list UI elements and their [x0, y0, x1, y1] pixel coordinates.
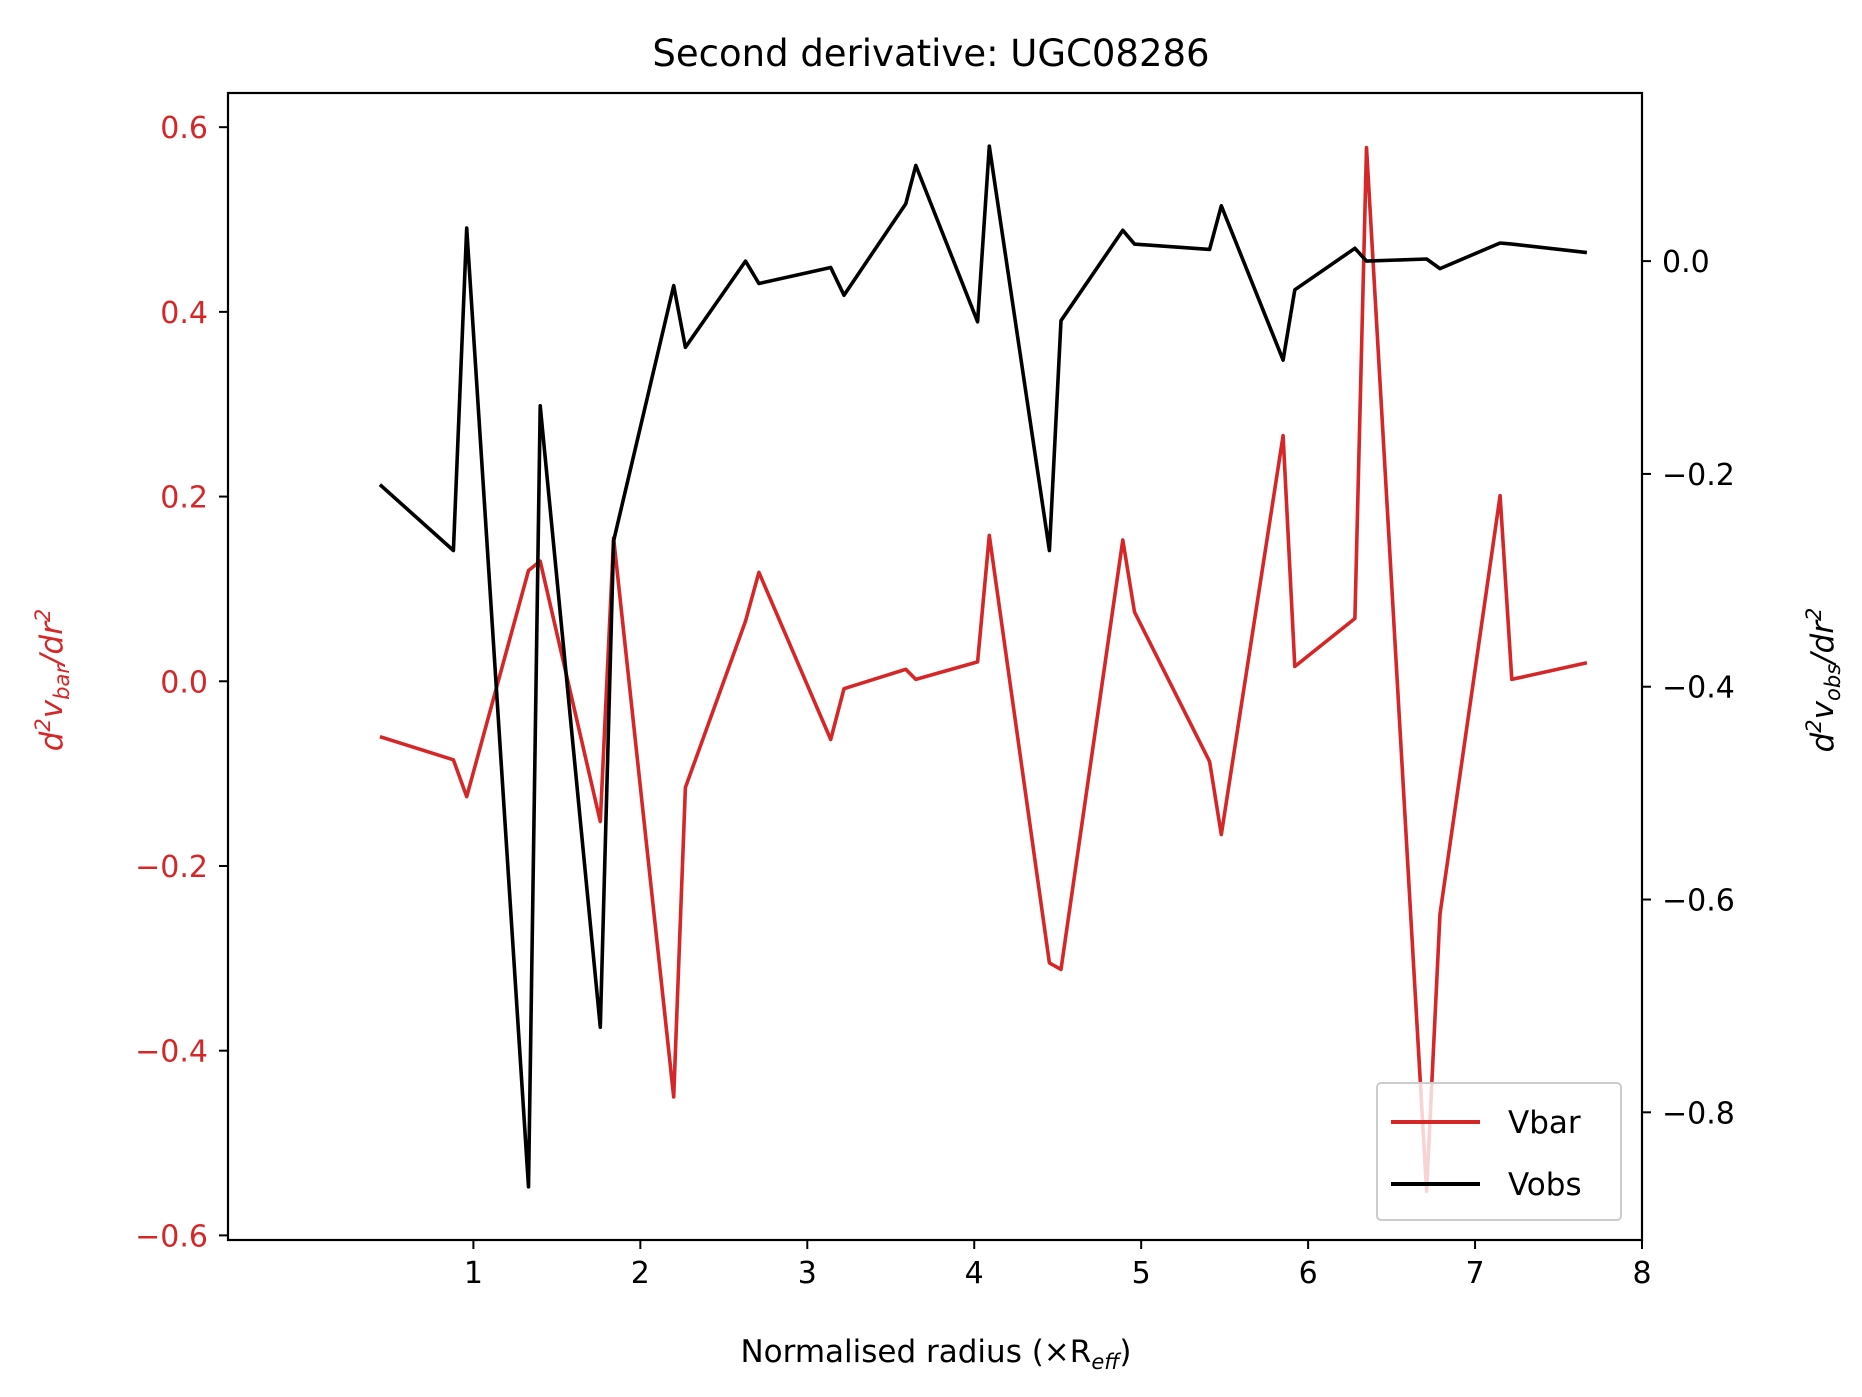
left-axis-title-sup2: 2 [31, 609, 55, 622]
y-left-tick-label: 0.4 [160, 296, 208, 331]
right-axis-title-sub: obs [1821, 664, 1845, 701]
x-tick-label: 1 [464, 1256, 483, 1291]
right-axis-title-rest: /dr [1805, 619, 1841, 667]
series-line-vbar [379, 145, 1588, 1193]
x-axis-title: Normalised radius (×Reff) [740, 1334, 1131, 1374]
y-right-tick-label: −0.8 [1662, 1096, 1735, 1131]
left-axis-title-rest: /dr [34, 620, 70, 668]
right-axis-title-sup: 2 [1802, 719, 1826, 732]
x-tick-label: 7 [1466, 1256, 1485, 1291]
x-axis-title-main: Normalised radius (×R [740, 1334, 1091, 1370]
legend: Vbar Vobs [1376, 1082, 1622, 1221]
series-line-vobs [378, 144, 1588, 1189]
x-tick-label: 4 [965, 1256, 984, 1291]
left-axis-title-d: d [34, 731, 70, 751]
left-axis-title-sup: 2 [31, 718, 55, 731]
axes-layer [226, 91, 1644, 1242]
y-left-tick-label: 0.2 [160, 481, 208, 516]
plot-frame [226, 91, 1644, 1242]
y-left-tick-label: −0.6 [135, 1219, 208, 1254]
x-tick-label: 2 [631, 1256, 650, 1291]
x-axis-title-sub: eff [1091, 1350, 1122, 1374]
y-right-tick-label: −0.4 [1662, 671, 1735, 706]
legend-label-vbar: Vbar [1508, 1105, 1581, 1141]
left-axis-title-sub: bar [50, 664, 74, 700]
right-axis-title: d2vobs/dr2 [1802, 608, 1845, 753]
legend-box [1376, 1082, 1622, 1221]
right-axis-title-group: d2vobs/dr2 [1802, 608, 1845, 753]
x-tick-label: 6 [1299, 1256, 1318, 1291]
y-right-tick-label: −0.6 [1662, 884, 1735, 919]
y-right-tick-label: −0.2 [1662, 458, 1735, 493]
right-axis-title-v: v [1805, 700, 1841, 719]
y-left-tick-label: 0.0 [160, 665, 208, 700]
y-right-tick-label: 0.0 [1662, 245, 1710, 280]
left-axis-title-group: d2vbar/dr2 [31, 609, 74, 752]
x-tick-label: 3 [798, 1256, 817, 1291]
x-axis-title-close: ) [1119, 1334, 1131, 1370]
left-axis-title: d2vbar/dr2 [31, 609, 74, 752]
tick-layer: 1 2 3 4 5 6 7 8 −0.6 −0.4 −0.2 0.0 0.2 0.4 0.6 −0.8 −0.6… [135, 111, 1735, 1291]
right-axis-title-sup2: 2 [1802, 608, 1826, 621]
y-left-tick-label: −0.4 [135, 1035, 208, 1070]
chart-title: Second derivative: UGC08286 [652, 32, 1209, 75]
series-layer [378, 144, 1588, 1193]
legend-label-vobs: Vobs [1508, 1167, 1582, 1203]
right-axis-title-d: d [1805, 732, 1841, 752]
y-left-tick-label: −0.2 [135, 850, 208, 885]
x-tick-label: 8 [1632, 1256, 1651, 1291]
left-axis-title-v: v [34, 699, 70, 718]
y-left-tick-label: 0.6 [160, 111, 208, 146]
x-tick-label: 5 [1132, 1256, 1151, 1291]
